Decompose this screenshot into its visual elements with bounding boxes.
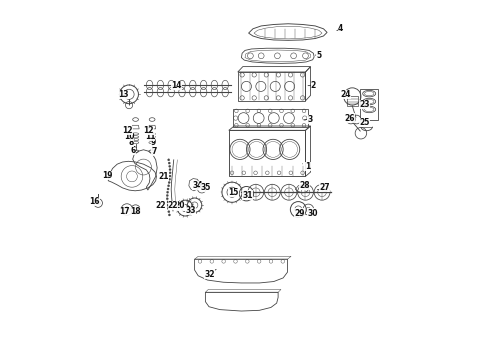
Circle shape (169, 178, 171, 180)
Text: 16: 16 (89, 197, 100, 206)
Text: 4: 4 (337, 24, 343, 33)
Circle shape (168, 185, 170, 187)
Text: 5: 5 (315, 50, 322, 59)
Text: 12: 12 (122, 126, 132, 135)
Text: 1: 1 (303, 162, 311, 171)
Text: 22: 22 (168, 201, 178, 210)
Text: 2: 2 (308, 81, 316, 90)
Circle shape (169, 165, 171, 167)
Text: 35: 35 (200, 183, 211, 192)
Text: 31: 31 (243, 191, 253, 199)
Text: 3: 3 (304, 115, 313, 124)
Text: 33: 33 (185, 206, 196, 215)
Circle shape (168, 181, 170, 184)
Text: 13: 13 (118, 90, 128, 99)
Text: 24: 24 (341, 90, 351, 99)
Text: 27: 27 (319, 183, 329, 192)
Text: 23: 23 (359, 100, 370, 109)
Text: 6: 6 (131, 146, 136, 155)
Text: 28: 28 (299, 181, 310, 190)
Text: 7: 7 (151, 147, 157, 156)
Circle shape (168, 214, 171, 216)
Text: 18: 18 (130, 207, 141, 216)
Circle shape (167, 191, 169, 193)
Text: 15: 15 (228, 188, 239, 197)
Text: 14: 14 (172, 81, 182, 90)
Circle shape (168, 162, 171, 164)
Text: 8: 8 (129, 138, 134, 147)
Text: 20: 20 (174, 202, 185, 210)
Text: 30: 30 (307, 209, 318, 217)
Text: 22: 22 (156, 202, 167, 210)
Text: 19: 19 (102, 171, 113, 180)
Text: 12: 12 (143, 126, 154, 135)
Circle shape (166, 198, 169, 200)
Circle shape (167, 188, 169, 190)
Circle shape (168, 159, 170, 161)
Text: 10: 10 (124, 132, 134, 141)
Circle shape (168, 211, 170, 213)
Text: 9: 9 (151, 138, 156, 147)
Text: 21: 21 (159, 172, 169, 181)
Circle shape (169, 168, 171, 171)
Circle shape (166, 194, 169, 197)
Text: 32: 32 (204, 269, 216, 279)
Text: 26: 26 (344, 113, 355, 122)
Circle shape (167, 204, 169, 206)
Text: 29: 29 (294, 209, 305, 217)
Text: 25: 25 (359, 118, 370, 127)
Text: 11: 11 (145, 132, 155, 141)
Circle shape (169, 172, 171, 174)
Text: 17: 17 (120, 207, 130, 216)
Circle shape (167, 207, 170, 210)
Text: 34: 34 (192, 181, 203, 190)
Circle shape (166, 201, 169, 203)
Circle shape (169, 175, 171, 177)
